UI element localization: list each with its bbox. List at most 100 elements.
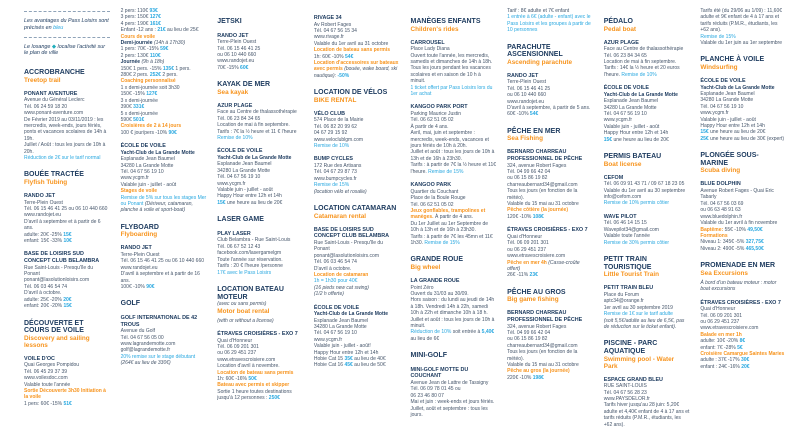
tariff-label: Formations bbox=[700, 232, 728, 239]
activity-heading-en: Swimming pool - Water Park bbox=[603, 355, 675, 370]
detail-line: Tél. 04 99 66 42 04 bbox=[507, 329, 551, 336]
detail-line: Terre-Plein Ouest bbox=[120, 251, 160, 258]
text-segment: 26€ -11% bbox=[507, 272, 530, 279]
text-segment: 590€ bbox=[120, 116, 134, 123]
detail-line: Rue Saint-Louis - Presqu'île du Ponant bbox=[313, 239, 383, 253]
discount-line: 17€ avec le Pass Loisirs bbox=[217, 269, 272, 276]
text-segment: 30€ bbox=[740, 357, 750, 364]
text-segment: 54€ bbox=[529, 111, 539, 118]
text-segment: localise l'activité sur le plan de ville bbox=[24, 43, 105, 57]
vendor-name: BERNARD CHARREAU PROFESSIONNEL DE PÊCHE bbox=[507, 310, 583, 323]
detail-line: Toute l'année sur réservation. bbox=[217, 256, 283, 263]
detail-line: Tél. 06 82 20 99 62 bbox=[313, 123, 357, 130]
text-segment: une heure au lieu de 20€ bbox=[225, 199, 283, 206]
text-segment: 127€ bbox=[146, 91, 158, 98]
text-segment: Enfant -12 ans : bbox=[120, 27, 158, 34]
detail-line: Happy Hour entre 12h et 14h bbox=[217, 193, 282, 200]
text-segment: 23€ bbox=[529, 272, 538, 279]
detail-line: D'avril à octobre. bbox=[24, 290, 62, 297]
text-segment: enfant: 15€ -33% bbox=[24, 238, 64, 245]
activity-heading: KAYAK DE MER bbox=[217, 81, 271, 89]
text-segment: 127€ bbox=[149, 14, 161, 21]
detail-line: ponant@lasolutionloisirs.com bbox=[313, 252, 379, 259]
activity-heading-en: Treetop trail bbox=[24, 76, 61, 84]
text-segment: 4 pers: 190€ bbox=[120, 20, 150, 27]
activity-heading: BOUÉE TRACTÉE bbox=[24, 171, 84, 179]
vendor-name: PONANT AVENTURE bbox=[24, 90, 78, 97]
text-segment: Pêche en mer 4h bbox=[507, 259, 549, 266]
detail-line: Tél. 06 67 52 12 43 bbox=[217, 243, 261, 250]
detail-line: Location d'avril à novembre. bbox=[217, 363, 280, 370]
detail-line: 04 67 29 15 92 bbox=[313, 130, 348, 137]
detail-line: Place de la Boule Rouge bbox=[410, 195, 466, 202]
detail-line: Tarifs : à partir de 7€ la ½ heure et 11… bbox=[411, 162, 497, 175]
detail-line: Tél. 04 67 56 19 10 bbox=[313, 330, 357, 337]
detail-line: Tél. 06 15 46 41 25 bbox=[217, 45, 261, 52]
vendor-name: WAVE PILOT bbox=[603, 213, 637, 220]
detail-line: D'avril à septembre et à partir de 16 an… bbox=[120, 271, 200, 284]
text-segment: 465,50€ bbox=[745, 245, 764, 252]
detail-line: ou 06 15 86 19 82 bbox=[507, 336, 548, 343]
text-segment: adulte : 37€ -17% bbox=[700, 357, 741, 364]
detail-line: De Février 2019 au 03/11/2019 : les merc… bbox=[24, 116, 107, 142]
price-line: 1 pers: 60€ -15% 51€ bbox=[24, 401, 110, 407]
activity-heading-en: Sea Excursions bbox=[700, 269, 748, 277]
text-segment: 150€ 1 pers. -15% bbox=[120, 65, 163, 72]
detail-line: www.ycgm.fr bbox=[217, 180, 246, 187]
text-segment: 1h: 60€ -10% bbox=[313, 53, 346, 60]
text-segment: Le losange bbox=[24, 43, 52, 50]
price-line: 150€ -15% 127€ bbox=[121, 91, 207, 97]
text-segment: 501€ bbox=[133, 116, 145, 123]
text-segment: 15€ bbox=[63, 303, 72, 310]
price-line: Niveau 1: 345€ -5% 327,75€ bbox=[700, 239, 786, 245]
detail-line: Tél. 06 45 29 37 39 bbox=[24, 368, 68, 375]
detail-line: Tél. 06 15 46 41 25 ou 06 10 440 660 bbox=[24, 206, 108, 213]
detail-line: aptc34@orange.fr bbox=[603, 298, 644, 305]
detail-line: Tél. 04 67 29 87 73 bbox=[313, 169, 357, 176]
detail-line: 15€ une heure au lieu de 20€ bbox=[604, 137, 690, 143]
detail-line: Place Lady Diana bbox=[410, 46, 450, 53]
activity-heading-en: Flyfish Tubing bbox=[24, 179, 68, 187]
detail-line: Réduction de 10% soit entrée à 5,40€ au … bbox=[411, 329, 497, 342]
detail-line: Hobie Cat 15 35€ au lieu de 40€ bbox=[314, 356, 400, 362]
note-line: (16 pieds new cat swing) bbox=[313, 284, 369, 291]
text-segment: 10€ bbox=[63, 238, 72, 245]
price-line: 3 pers: 150€ 127€ bbox=[121, 14, 207, 20]
note-line: (location vélo et rosalie) bbox=[313, 188, 367, 195]
text-segment: Demi-journée bbox=[120, 40, 154, 47]
text-segment: Sortie 1 heure toutes destinations jusqu… bbox=[217, 388, 292, 402]
detail-line: Ouvert toute l'année, les mercredis, sam… bbox=[410, 52, 493, 65]
text-segment: 60€ -10% bbox=[507, 111, 530, 118]
text-segment: Niveau 2: 490€ -5% bbox=[700, 245, 746, 252]
note-line: (soit 5,5€/adulte au lieu de 6,5€, pas d… bbox=[603, 317, 685, 330]
detail-line: ou 06 10 440 660 bbox=[507, 92, 547, 99]
detail-line: Place du Forum bbox=[603, 291, 640, 298]
price-line: 120€ -10% 108€ bbox=[507, 214, 593, 220]
activity-heading: PETIT TRAIN TOURISTIQUE bbox=[603, 256, 652, 271]
detail-line: ponant@lasolutionloisirs.com bbox=[24, 277, 90, 284]
text-segment: adulte: 20€ -25% bbox=[24, 231, 64, 238]
text-segment: au lieu de 50€ bbox=[352, 362, 386, 369]
text-segment: 20€ bbox=[741, 363, 750, 370]
vendor-name: CEFOM bbox=[603, 174, 624, 181]
activity-heading: LOCATION CATAMARAN bbox=[313, 205, 397, 213]
detail-line: ou 06 15 86 19 82 bbox=[507, 175, 548, 182]
discount-line: Réduction de 2€ sur le tarif normal bbox=[24, 155, 101, 162]
tariff-label: Sortie Découverte 3h30 Initiation à la v… bbox=[24, 387, 106, 401]
tariff-label: Bateau avec permis et skipper bbox=[217, 382, 290, 389]
vendor-name: BASE DE LOISIRS SUD CONCEPT CLUB BELAMBR… bbox=[24, 251, 100, 265]
text-segment: Tarifs : à partir de 7€ les 45mn et 11€ … bbox=[410, 233, 493, 246]
price-line: enfant : 24€ -16% 20€ bbox=[700, 364, 786, 370]
vendor-name: PLAY LASER bbox=[217, 230, 251, 237]
detail-line: Tél. 04 67 56 28 23 bbox=[603, 389, 647, 396]
detail-line: www.lagrandemotte.com bbox=[120, 341, 176, 347]
detail-line: 34280 La Grande Motte bbox=[603, 104, 657, 111]
detail-line: 34280 La Grande Motte bbox=[313, 323, 367, 330]
text-segment: Location d'accessoires sur bateaux avec … bbox=[313, 60, 399, 73]
detail-line: www.ycgm.fr bbox=[120, 175, 149, 182]
detail-line: RUE SAINT-LOUIS bbox=[603, 383, 647, 390]
detail-line: Quai d'Honneur bbox=[700, 306, 736, 313]
detail-line: Tél. 04 67 56 19 10 bbox=[603, 111, 647, 118]
tariff-label: Location de catamaran bbox=[313, 271, 369, 278]
detail-line: 25€ une heure au lieu de 30€ (expert) bbox=[700, 136, 786, 142]
